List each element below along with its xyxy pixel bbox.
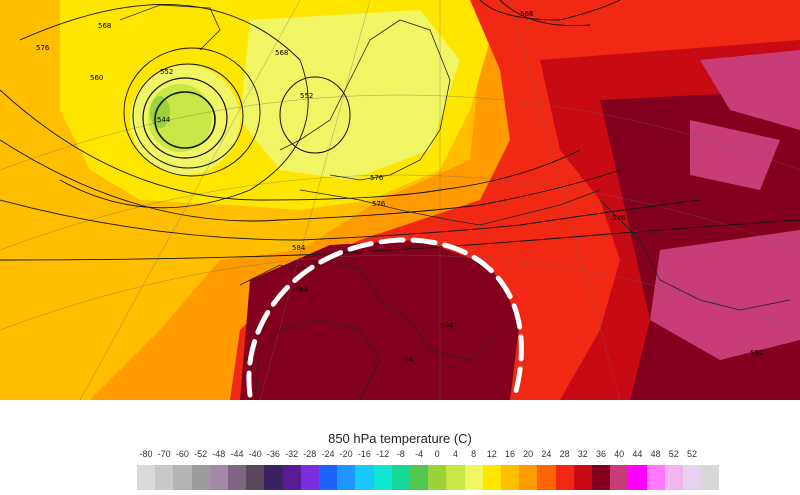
isoline-label: 584 [400,356,414,364]
legend-swatch [355,465,374,490]
isoline-label: 584 [440,322,454,330]
isoline-label: 576 [370,174,384,182]
legend-tick: -12 [376,449,390,459]
legend-swatch [373,465,392,490]
legend-tick: 52 [668,449,679,459]
field-pale-yellow [240,10,460,180]
legend-tick: -20 [339,449,353,459]
legend-swatch [246,465,265,490]
isoline-label: 568 [275,49,288,57]
legend-tick: -48 [212,449,226,459]
legend-tick: -8 [396,449,405,459]
legend-tick: -16 [357,449,371,459]
isoline-label: 584 [295,286,309,294]
legend-swatch [573,465,592,490]
isoline-label: 544 [157,116,171,124]
legend-swatch [428,465,447,490]
isoline-label: 592 [750,349,763,357]
legend-tick: -24 [321,449,335,459]
legend-swatch [446,465,465,490]
legend-title: 850 hPa temperature (C) [328,431,472,446]
legend-tick: 40 [614,449,625,459]
legend-tick: 4 [452,449,458,459]
legend-tick: 12 [486,449,497,459]
legend-tick: 16 [504,449,516,459]
field-pink-se [650,230,800,360]
legend-swatch [592,465,611,490]
legend-swatch [264,465,283,490]
isoline-label: 576 [36,44,50,52]
legend-tick: 20 [523,449,534,459]
legend-tick: -36 [266,449,280,459]
legend-swatch [683,465,702,490]
legend-swatch [191,465,210,490]
legend-swatch [282,465,301,490]
field-pink-mid [690,120,780,190]
legend-tick: 0 [434,449,440,459]
isoline-label: 568 [520,10,533,18]
highlight-circle [246,237,524,398]
legend-swatch [155,465,174,490]
legend-tick: 24 [541,449,552,459]
legend-tick: 8 [471,449,477,459]
isoline-label: 560 [90,74,103,82]
isoline-label: 576 [612,214,626,222]
legend-swatch [410,465,429,490]
isolines [0,0,800,261]
isoline-label: 576 [372,200,386,208]
legend-tick: 36 [595,449,607,459]
legend-tick: -40 [248,449,262,459]
graticule [0,0,800,400]
field-west-edge [0,30,60,180]
legend-tick: 32 [577,449,588,459]
legend-swatch [464,465,483,490]
legend-swatch [701,465,720,490]
legend-swatch [519,465,538,490]
temperature-map: 552 544 568 560 568 576 584 584 576 584 … [0,0,800,400]
legend-swatch [555,465,574,490]
legend-tick: 28 [559,449,570,459]
legend-tick: 44 [632,449,643,459]
legend-swatch [319,465,338,490]
legend-tick: -44 [230,449,244,459]
isoline-label: 552 [160,68,173,76]
legend-swatch [391,465,410,490]
isoline-label: 552 [300,92,313,100]
legend-swatch [610,465,629,490]
legend-tick: -28 [303,449,317,459]
legend-tick: 52 [686,449,698,459]
isoline-label: 584 [292,244,306,252]
legend-tick: 48 [650,449,661,459]
legend-swatch [628,465,647,490]
legend: 850 hPa temperature (C) [0,400,800,495]
legend-swatch [501,465,520,490]
map-panel: 552 544 568 560 568 576 584 584 576 584 … [0,0,800,400]
field-maroon-iberia [240,240,520,400]
legend-swatch [300,465,319,490]
legend-swatch [137,465,156,490]
field-pink-ne [700,50,800,130]
legend-swatch [664,465,683,490]
legend-tick: -32 [285,449,299,459]
legend-tick: -52 [194,449,208,459]
legend-tick: -70 [157,449,171,459]
legend-swatch [228,465,247,490]
isoline-label: 568 [98,22,111,30]
legend-tick: -4 [414,449,424,459]
legend-swatch [482,465,501,490]
legend-swatch [173,465,192,490]
coastlines [119,4,791,400]
legend-swatch [646,465,665,490]
legend-swatch [337,465,356,490]
legend-tick: -60 [175,449,189,459]
legend-swatch [209,465,228,490]
isoline-labels: 552 544 568 560 568 576 584 584 576 584 … [36,10,763,364]
legend-swatch [537,465,556,490]
legend-tick: -80 [139,449,153,459]
